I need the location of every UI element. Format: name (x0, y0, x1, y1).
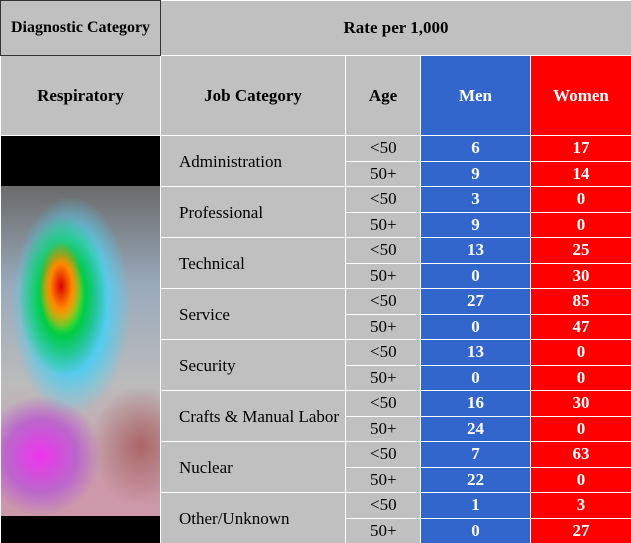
thermal-image (1, 186, 161, 516)
rate-header: Rate per 1,000 (161, 1, 631, 56)
age: 50+ (346, 467, 421, 493)
age: <50 (346, 289, 421, 315)
men-rate: 9 (421, 212, 531, 238)
age: <50 (346, 187, 421, 213)
job-category: Administration (161, 136, 346, 187)
job-category: Other/Unknown (161, 493, 346, 543)
age: <50 (346, 340, 421, 366)
age: <50 (346, 136, 421, 162)
age: 50+ (346, 416, 421, 442)
age: <50 (346, 493, 421, 519)
men-rate: 7 (421, 442, 531, 468)
men-rate: 24 (421, 416, 531, 442)
women-rate: 0 (531, 212, 631, 238)
men-rate: 1 (421, 493, 531, 519)
page: Diagnostic Category Rate per 1,000 Respi… (0, 0, 631, 543)
age: 50+ (346, 365, 421, 391)
men-rate: 22 (421, 467, 531, 493)
women-rate: 30 (531, 391, 631, 417)
women-rate: 63 (531, 442, 631, 468)
job-category: Professional (161, 187, 346, 238)
age: 50+ (346, 314, 421, 340)
women-rate: 47 (531, 314, 631, 340)
men-rate: 0 (421, 263, 531, 289)
women-rate: 27 (531, 518, 631, 543)
age: 50+ (346, 263, 421, 289)
job-category: Security (161, 340, 346, 391)
women-rate: 14 (531, 161, 631, 187)
women-rate: 17 (531, 136, 631, 162)
women-rate: 85 (531, 289, 631, 315)
xray-image (1, 136, 161, 543)
age: <50 (346, 391, 421, 417)
job-category: Crafts & Manual Labor (161, 391, 346, 442)
job-category: Technical (161, 238, 346, 289)
men-rate: 9 (421, 161, 531, 187)
men-rate: 0 (421, 314, 531, 340)
job-category: Nuclear (161, 442, 346, 493)
women-rate: 3 (531, 493, 631, 519)
age: <50 (346, 442, 421, 468)
job-category: Service (161, 289, 346, 340)
job-header: Job Category (161, 56, 346, 136)
women-rate: 0 (531, 340, 631, 366)
men-rate: 3 (421, 187, 531, 213)
women-rate: 0 (531, 416, 631, 442)
rate-table: Diagnostic Category Rate per 1,000 Respi… (0, 0, 631, 543)
respiratory-header: Respiratory (1, 56, 161, 136)
women-rate: 0 (531, 365, 631, 391)
men-rate: 27 (421, 289, 531, 315)
age: <50 (346, 238, 421, 264)
women-rate: 30 (531, 263, 631, 289)
age: 50+ (346, 518, 421, 543)
men-rate: 0 (421, 365, 531, 391)
men-rate: 13 (421, 340, 531, 366)
age: 50+ (346, 212, 421, 238)
men-rate: 16 (421, 391, 531, 417)
age: 50+ (346, 161, 421, 187)
age-header: Age (346, 56, 421, 136)
women-header: Women (531, 56, 631, 136)
women-rate: 0 (531, 467, 631, 493)
men-header: Men (421, 56, 531, 136)
women-rate: 25 (531, 238, 631, 264)
men-rate: 13 (421, 238, 531, 264)
men-rate: 0 (421, 518, 531, 543)
diagnostic-header: Diagnostic Category (1, 1, 161, 56)
women-rate: 0 (531, 187, 631, 213)
men-rate: 6 (421, 136, 531, 162)
